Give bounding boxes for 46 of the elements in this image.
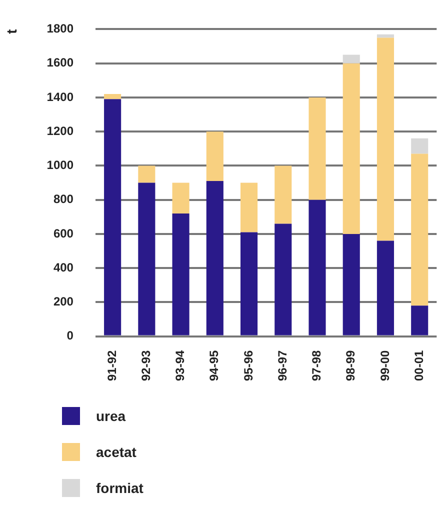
bar: [104, 94, 122, 100]
x-tick-label: 98-99: [344, 350, 358, 382]
bar: [376, 240, 394, 336]
bar: [342, 234, 360, 336]
bar: [274, 166, 292, 224]
x-tick-label: 97-98: [310, 350, 324, 382]
bar: [308, 97, 326, 200]
bar: [240, 182, 258, 232]
bar: [411, 306, 428, 336]
bar: [206, 132, 224, 182]
bar: [308, 200, 326, 336]
bar: [172, 213, 190, 336]
bar: [274, 224, 292, 336]
bar: [411, 138, 428, 154]
bar: [376, 38, 394, 241]
y-tick-label: 200: [53, 294, 74, 308]
legend-label: formiat: [96, 480, 144, 496]
bar: [411, 154, 428, 306]
y-tick-label: 1000: [46, 158, 74, 172]
y-tick-label: 1600: [46, 56, 74, 70]
x-tick-label: 96-97: [275, 350, 290, 382]
bar: [342, 63, 360, 234]
y-tick-label: 400: [53, 260, 74, 274]
bar: [104, 99, 122, 336]
bar: [342, 54, 360, 64]
x-tick-label: 00-01: [412, 350, 426, 382]
y-tick-label: 1200: [46, 124, 74, 138]
x-tick-label: 95-96: [241, 350, 256, 382]
x-tick-label: 94-95: [207, 350, 222, 382]
x-tick-label: 93-94: [173, 350, 188, 382]
y-axis-title: t: [3, 28, 20, 34]
y-tick-label: 800: [53, 192, 74, 206]
legend-label: urea: [96, 408, 126, 424]
bar: [240, 232, 258, 336]
x-tick-label: 91-92: [104, 350, 119, 382]
legend-label: acetat: [96, 444, 136, 460]
bar: [206, 181, 224, 336]
y-tick-label: 600: [53, 226, 74, 240]
x-tick-label: 92-93: [138, 350, 153, 382]
bar: [138, 166, 156, 183]
y-tick-label: 1400: [46, 90, 74, 104]
y-tick-label: 0: [66, 328, 74, 343]
x-tick-label: 99-00: [378, 350, 392, 382]
y-tick-label: 1800: [46, 22, 74, 36]
bar: [138, 182, 156, 336]
bar: [172, 182, 190, 214]
